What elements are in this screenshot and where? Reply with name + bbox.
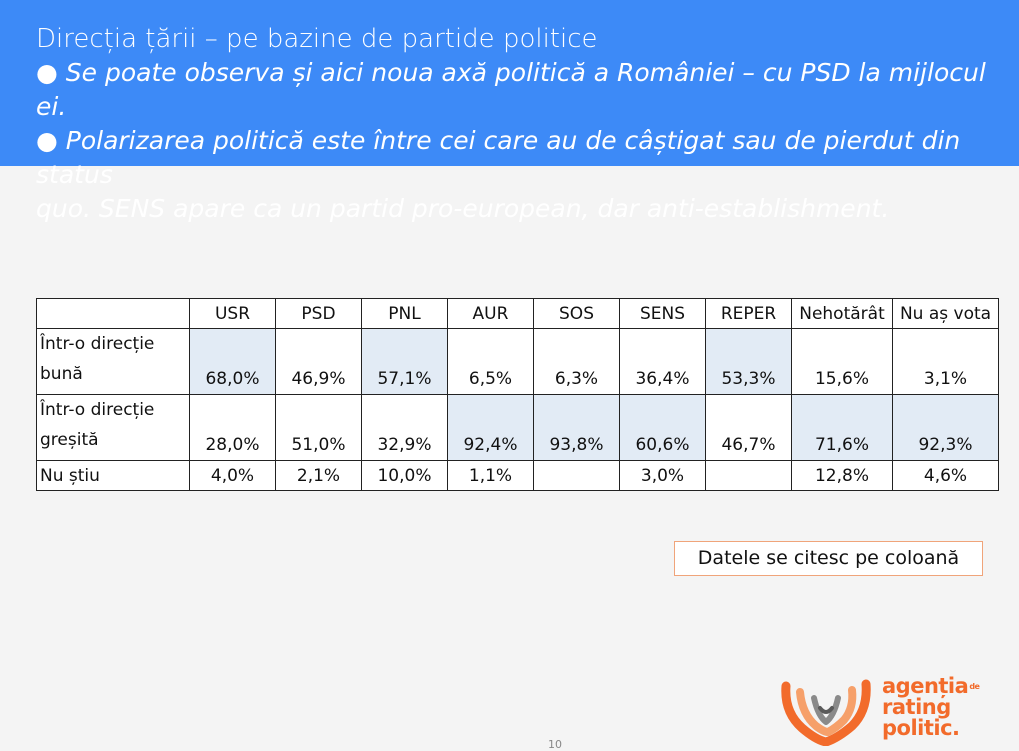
row-label: Nu știu — [36, 460, 190, 491]
logo-line1: agenția — [882, 674, 969, 698]
table-row-good-direction: Într-o direcție bună 68,0% 46,9% 57,1% 6,… — [36, 328, 999, 395]
agency-logo-text: agențiade rating politic. — [882, 674, 980, 740]
column-header: USR — [189, 298, 276, 329]
table-cell: 93,8% — [533, 394, 620, 461]
table-cell: 57,1% — [361, 328, 448, 395]
column-header: SENS — [619, 298, 706, 329]
table-row-dont-know: Nu știu 4,0% 2,1% 10,0% 1,1% 3,0% 12,8% … — [36, 460, 999, 491]
table-header-row: USR PSD PNL AUR SOS SENS REPER Nehotărât… — [36, 298, 999, 329]
table-row-wrong-direction: Într-o direcție greșită 28,0% 51,0% 32,9%… — [36, 394, 999, 461]
table-cell: 10,0% — [361, 460, 448, 491]
table-cell: 92,3% — [892, 394, 999, 461]
logo-line2: rating — [882, 695, 951, 719]
table-cell: 46,7% — [705, 394, 792, 461]
column-header: PSD — [275, 298, 362, 329]
slide-header: Direcția țării – pe bazine de partide po… — [0, 0, 1019, 223]
table-cell — [533, 460, 620, 491]
column-header: PNL — [361, 298, 448, 329]
row-label-line1: Într-o direcție — [40, 334, 155, 354]
table-cell: 6,3% — [533, 328, 620, 395]
table-cell: 3,1% — [892, 328, 999, 395]
row-label-line2: bună — [40, 364, 83, 384]
table-cell: 15,6% — [791, 328, 893, 395]
table-cell: 53,3% — [705, 328, 792, 395]
table-cell: 60,6% — [619, 394, 706, 461]
bullet-polarization-line2: quo. SENS apare ca un partid pro-europea… — [36, 194, 890, 223]
table-cell: 28,0% — [189, 394, 276, 461]
table-cell: 68,0% — [189, 328, 276, 395]
column-header: SOS — [533, 298, 620, 329]
column-header: REPER — [705, 298, 792, 329]
table-cell — [705, 460, 792, 491]
table-cell: 2,1% — [275, 460, 362, 491]
table-cell: 1,1% — [447, 460, 534, 491]
table-cell: 36,4% — [619, 328, 706, 395]
page-number: 10 — [548, 738, 562, 751]
bullet-axis: ● Se poate observa și aici noua axă poli… — [36, 58, 986, 121]
table-cell: 92,4% — [447, 394, 534, 461]
agency-logo-icon — [781, 679, 871, 746]
table-cell: 51,0% — [275, 394, 362, 461]
logo-line3: politic. — [882, 716, 960, 740]
table-cell: 4,6% — [892, 460, 999, 491]
column-header: Nehotărât — [791, 298, 893, 329]
logo-de: de — [969, 682, 980, 691]
table-cell: 4,0% — [189, 460, 276, 491]
table-cell: 6,5% — [447, 328, 534, 395]
results-table: USR PSD PNL AUR SOS SENS REPER Nehotărât… — [36, 298, 999, 491]
row-label: Într-o direcție bună — [36, 328, 190, 395]
header-corner-cell — [36, 298, 190, 329]
bullet-polarization-line1: ● Polarizarea politică este între cei ca… — [36, 126, 961, 189]
row-label-line1: Într-o direcție — [40, 400, 155, 420]
table-cell: 12,8% — [791, 460, 893, 491]
table-cell: 71,6% — [791, 394, 893, 461]
column-header: Nu aș vota — [892, 298, 999, 329]
table-cell: 3,0% — [619, 460, 706, 491]
table-cell: 46,9% — [275, 328, 362, 395]
table-cell: 32,9% — [361, 394, 448, 461]
slide-title: Direcția țării – pe bazine de partide po… — [36, 24, 598, 54]
reading-note-box: Datele se citesc pe coloană — [674, 541, 983, 576]
column-header: AUR — [447, 298, 534, 329]
results-table-wrapper: USR PSD PNL AUR SOS SENS REPER Nehotărât… — [36, 298, 999, 491]
row-label-line2: greșită — [40, 430, 99, 450]
row-label: Într-o direcție greșită — [36, 394, 190, 461]
